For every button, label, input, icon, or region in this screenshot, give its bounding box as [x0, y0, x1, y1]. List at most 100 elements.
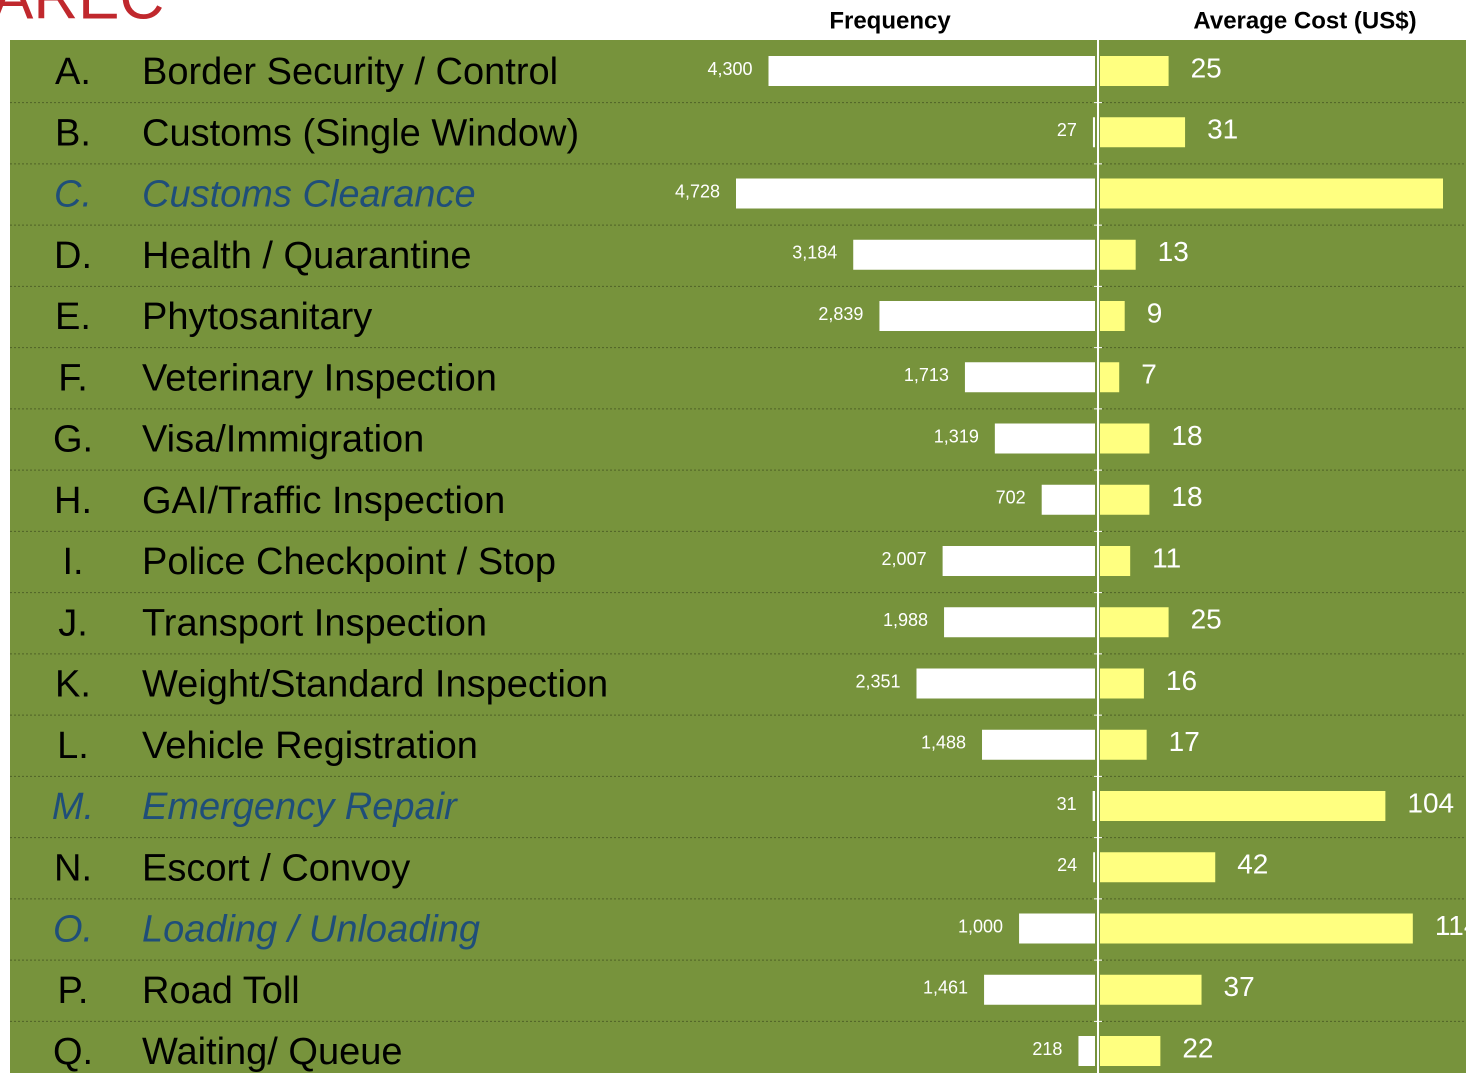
row-label: Police Checkpoint / Stop	[142, 541, 556, 583]
frequency-bar	[879, 301, 1095, 331]
frequency-bar	[916, 668, 1095, 699]
row-letter: H.	[54, 480, 92, 522]
frequency-label: 4,728	[675, 181, 720, 201]
frequency-bar	[853, 239, 1095, 270]
cost-label: 25	[1191, 52, 1222, 83]
row-label: Veterinary Inspection	[142, 357, 497, 399]
cost-label: 114	[1435, 910, 1466, 941]
row-label: Customs (Single Window)	[142, 112, 579, 154]
row-label: Phytosanitary	[142, 296, 372, 338]
row-label: Transport Inspection	[142, 602, 487, 644]
row-letter: O.	[53, 909, 93, 951]
frequency-bar	[982, 729, 1095, 760]
frequency-bar	[994, 423, 1095, 454]
frequency-label: 2,839	[818, 304, 863, 324]
cost-bar	[1100, 913, 1413, 944]
frequency-bar	[964, 362, 1095, 393]
background-band	[10, 40, 1466, 1073]
row-label: Customs Clearance	[142, 174, 476, 216]
frequency-header: Frequency	[829, 7, 951, 34]
cost-label: 18	[1171, 420, 1202, 451]
row-letter: C.	[54, 174, 92, 216]
frequency-bar	[1019, 913, 1095, 944]
cost-bar	[1100, 117, 1186, 148]
cost-bar	[1100, 974, 1202, 1005]
frequency-label: 27	[1057, 120, 1077, 140]
frequency-label: 702	[996, 488, 1026, 508]
frequency-label: 3,184	[792, 243, 837, 263]
frequency-bar	[1078, 1036, 1095, 1066]
row-letter: J.	[58, 602, 88, 644]
frequency-bar	[736, 178, 1095, 209]
frequency-label: 1,713	[904, 365, 949, 385]
cost-bar	[1100, 484, 1150, 515]
cost-bar	[1100, 791, 1386, 821]
logo: AREC	[0, 0, 164, 32]
cost-label: 17	[1169, 726, 1200, 757]
row-letter: I.	[62, 541, 83, 583]
row-letter: L.	[57, 725, 89, 767]
frequency-label: 2,007	[882, 549, 927, 569]
cost-bar	[1100, 546, 1131, 576]
frequency-label: 1,461	[923, 978, 968, 998]
cost-label: 37	[1224, 971, 1255, 1002]
row-label: Waiting/ Queue	[142, 1031, 403, 1073]
frequency-bar	[768, 56, 1095, 86]
cost-bar	[1100, 1036, 1161, 1066]
frequency-bar	[984, 974, 1095, 1005]
row-label: Escort / Convoy	[142, 847, 410, 889]
row-label: Road Toll	[142, 970, 300, 1012]
frequency-bar	[1092, 117, 1095, 148]
frequency-label: 4,300	[707, 59, 752, 79]
cost-label: 42	[1237, 849, 1268, 880]
cost-label: 31	[1207, 114, 1238, 145]
frequency-bar	[944, 607, 1095, 638]
row-letter: N.	[54, 847, 92, 889]
cost-bar	[1100, 607, 1169, 638]
frequency-label: 2,351	[855, 671, 900, 691]
cost-header: Average Cost (US$)	[1193, 7, 1416, 34]
row-label: Visa/Immigration	[142, 419, 424, 461]
frequency-label: 1,488	[921, 733, 966, 753]
frequency-label: 31	[1057, 794, 1077, 814]
cost-bar	[1100, 56, 1169, 86]
row-letter: D.	[54, 235, 92, 277]
row-letter: K.	[55, 664, 91, 706]
cost-bar	[1100, 178, 1443, 209]
cost-label: 13	[1158, 236, 1189, 267]
row-letter: E.	[55, 296, 91, 338]
row-label: Emergency Repair	[142, 786, 458, 828]
cost-bar	[1100, 301, 1125, 331]
frequency-label: 218	[1032, 1039, 1062, 1059]
frequency-bar	[1041, 484, 1095, 515]
cost-label: 16	[1166, 665, 1197, 696]
cost-label: 25	[1191, 604, 1222, 635]
frequency-label: 24	[1057, 855, 1077, 875]
cost-label: 104	[1407, 787, 1454, 818]
row-label: Weight/Standard Inspection	[142, 664, 608, 706]
cost-label: 11	[1152, 542, 1181, 573]
cost-label: 9	[1147, 297, 1163, 328]
cost-label: 22	[1182, 1032, 1213, 1063]
frequency-bar	[1092, 791, 1095, 821]
row-label: Health / Quarantine	[142, 235, 472, 277]
frequency-bar	[942, 546, 1095, 576]
row-label: Vehicle Registration	[142, 725, 478, 767]
row-letter: G.	[53, 419, 93, 461]
row-label: GAI/Traffic Inspection	[142, 480, 505, 522]
row-letter: F.	[58, 357, 88, 399]
row-letter: B.	[55, 112, 91, 154]
cost-bar	[1100, 852, 1216, 883]
frequency-label: 1,000	[958, 916, 1003, 936]
cost-bar	[1100, 668, 1144, 699]
cost-bar	[1100, 362, 1120, 393]
cost-bar	[1100, 239, 1136, 270]
row-letter: A.	[55, 51, 91, 93]
cost-label: 7	[1141, 359, 1157, 390]
frequency-label: 1,988	[883, 610, 928, 630]
cost-label: 18	[1171, 481, 1202, 512]
row-letter: Q.	[53, 1031, 93, 1073]
frequency-label: 1,319	[934, 426, 979, 446]
